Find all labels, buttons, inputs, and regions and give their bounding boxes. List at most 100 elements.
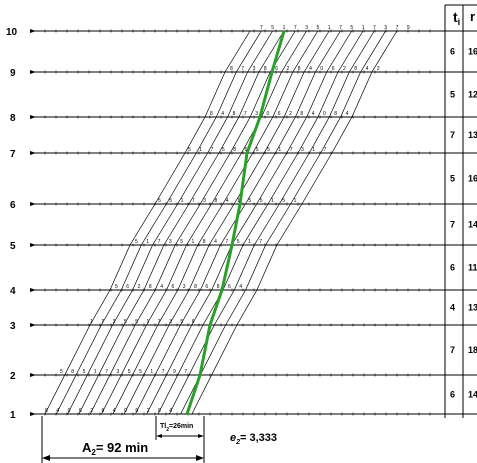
cell-digit: 5 (282, 198, 285, 204)
right-col-value: 13 (468, 303, 477, 313)
cell-digit: 6 (205, 284, 208, 290)
cell-digit: 3 (384, 25, 387, 31)
right-col-value: 16 (468, 174, 477, 184)
schedule-diagonal (157, 30, 364, 415)
cell-digit: 6 (245, 147, 248, 153)
cell-digit: 5 (260, 198, 263, 204)
cell-digit: 6 (79, 408, 82, 414)
cell-digit: 8 (215, 198, 218, 204)
cell-digit: 6 (172, 284, 175, 290)
level-arrow (30, 412, 36, 416)
cell-digit: 7 (162, 369, 165, 375)
cell-digit: 3 (253, 66, 256, 72)
cell-digit: 3 (113, 319, 116, 325)
cell-digit: 7 (192, 198, 195, 204)
cell-digit: 5 (256, 147, 259, 153)
cell-digit: 3 (169, 239, 172, 245)
level-label: 7 (10, 149, 16, 160)
cell-digit: 8 (102, 408, 105, 414)
cell-digit: 8 (230, 66, 233, 72)
cell-digit: 8 (264, 66, 267, 72)
cell-digit: 1 (312, 147, 315, 153)
cell-digit: 5 (83, 369, 86, 375)
cell-digit: 5 (350, 25, 353, 31)
cell-digit: 7 (339, 25, 342, 31)
cell-digit: 8 (45, 408, 48, 414)
cell-digit: 4 (312, 111, 315, 117)
level-arrow (30, 202, 36, 206)
cell-digit: 8 (158, 408, 161, 414)
cell-digit: 3 (117, 369, 120, 375)
right-table-lines (444, 4, 477, 418)
cell-digit: 8 (233, 147, 236, 153)
ti-value: 5 (450, 174, 455, 184)
level-label: 8 (10, 113, 16, 124)
level-label: 9 (10, 68, 16, 79)
cell-digit: 7 (211, 147, 214, 153)
cell-digit: 8 (71, 369, 74, 375)
cell-digit: 7 (158, 319, 161, 325)
level-arrow (30, 323, 36, 327)
level-label: 3 (10, 321, 16, 332)
tl-label: Tl2=26min (160, 423, 193, 433)
cell-digit: 1 (294, 198, 297, 204)
right-column-values: 14 18 13 11 14 16 13 12 16 (468, 47, 477, 400)
schedule-diagonal (89, 30, 296, 415)
right-col-value: 13 (468, 130, 477, 140)
right-col-value: 14 (468, 390, 477, 400)
ti-column: 6 7 4 6 7 5 7 5 6 (450, 47, 455, 400)
cell-digit: 4 (113, 408, 116, 414)
cell-digit: 4 (169, 408, 172, 414)
cell-digit: 7 (105, 369, 108, 375)
cell-digit: 2 (377, 66, 380, 72)
cell-digit: 7 (244, 111, 247, 117)
right-col-value: 12 (468, 90, 477, 100)
cell-digit: 4 (214, 239, 217, 245)
cell-digit: 1 (199, 147, 202, 153)
cell-digit: 4 (366, 66, 369, 72)
level-label: 1 (10, 410, 16, 421)
cell-digit: 1 (181, 198, 184, 204)
cell-digit: 4 (56, 408, 59, 414)
cell-digit: 7 (290, 147, 293, 153)
level-arrow (30, 70, 36, 74)
level-arrow (30, 288, 36, 292)
cell-digit: 5 (248, 198, 251, 204)
cell-digit: 8 (210, 111, 213, 117)
cell-digit: 0 (68, 408, 71, 414)
r-header: r (470, 9, 475, 24)
cell-digit: 2 (147, 408, 150, 414)
cell-digit: 8 (298, 66, 301, 72)
cell-digit: 6 (135, 408, 138, 414)
cell-digit: 8 (149, 284, 152, 290)
cell-digit: 3 (305, 25, 308, 31)
cell-digit: 6 (332, 66, 335, 72)
cell-digit: 2 (90, 408, 93, 414)
cell-digit: 5 (60, 369, 63, 375)
cell-digit: 5 (139, 369, 142, 375)
cell-digit: 3 (255, 111, 258, 117)
schedule-diagonal (146, 30, 352, 415)
cell-digit: 1 (283, 25, 286, 31)
cell-digit: 5 (135, 319, 138, 325)
cell-digit: 7 (158, 239, 161, 245)
cell-digit: 4 (221, 111, 224, 117)
critical-path (185, 30, 286, 415)
cell-digit: 6 (278, 111, 281, 117)
cell-digit: 2 (287, 66, 290, 72)
cell-digit: 5 (237, 239, 240, 245)
cell-digit: 6 (228, 284, 231, 290)
cell-digit: 7 (396, 25, 399, 31)
cell-digit: 1 (150, 369, 153, 375)
cell-digit: 2 (289, 111, 292, 117)
cell-digit: 4 (239, 284, 242, 290)
ti-value: 6 (450, 263, 455, 273)
cell-digit: 6 (192, 319, 195, 325)
cell-digit: 5 (267, 147, 270, 153)
cell-digit: 5 (271, 25, 274, 31)
cell-digit: 5 (222, 147, 225, 153)
schedule-diagonal (123, 30, 330, 415)
cell-digit: 1 (94, 369, 97, 375)
cell-digit: 5 (180, 239, 183, 245)
right-col-value: 18 (468, 345, 477, 355)
